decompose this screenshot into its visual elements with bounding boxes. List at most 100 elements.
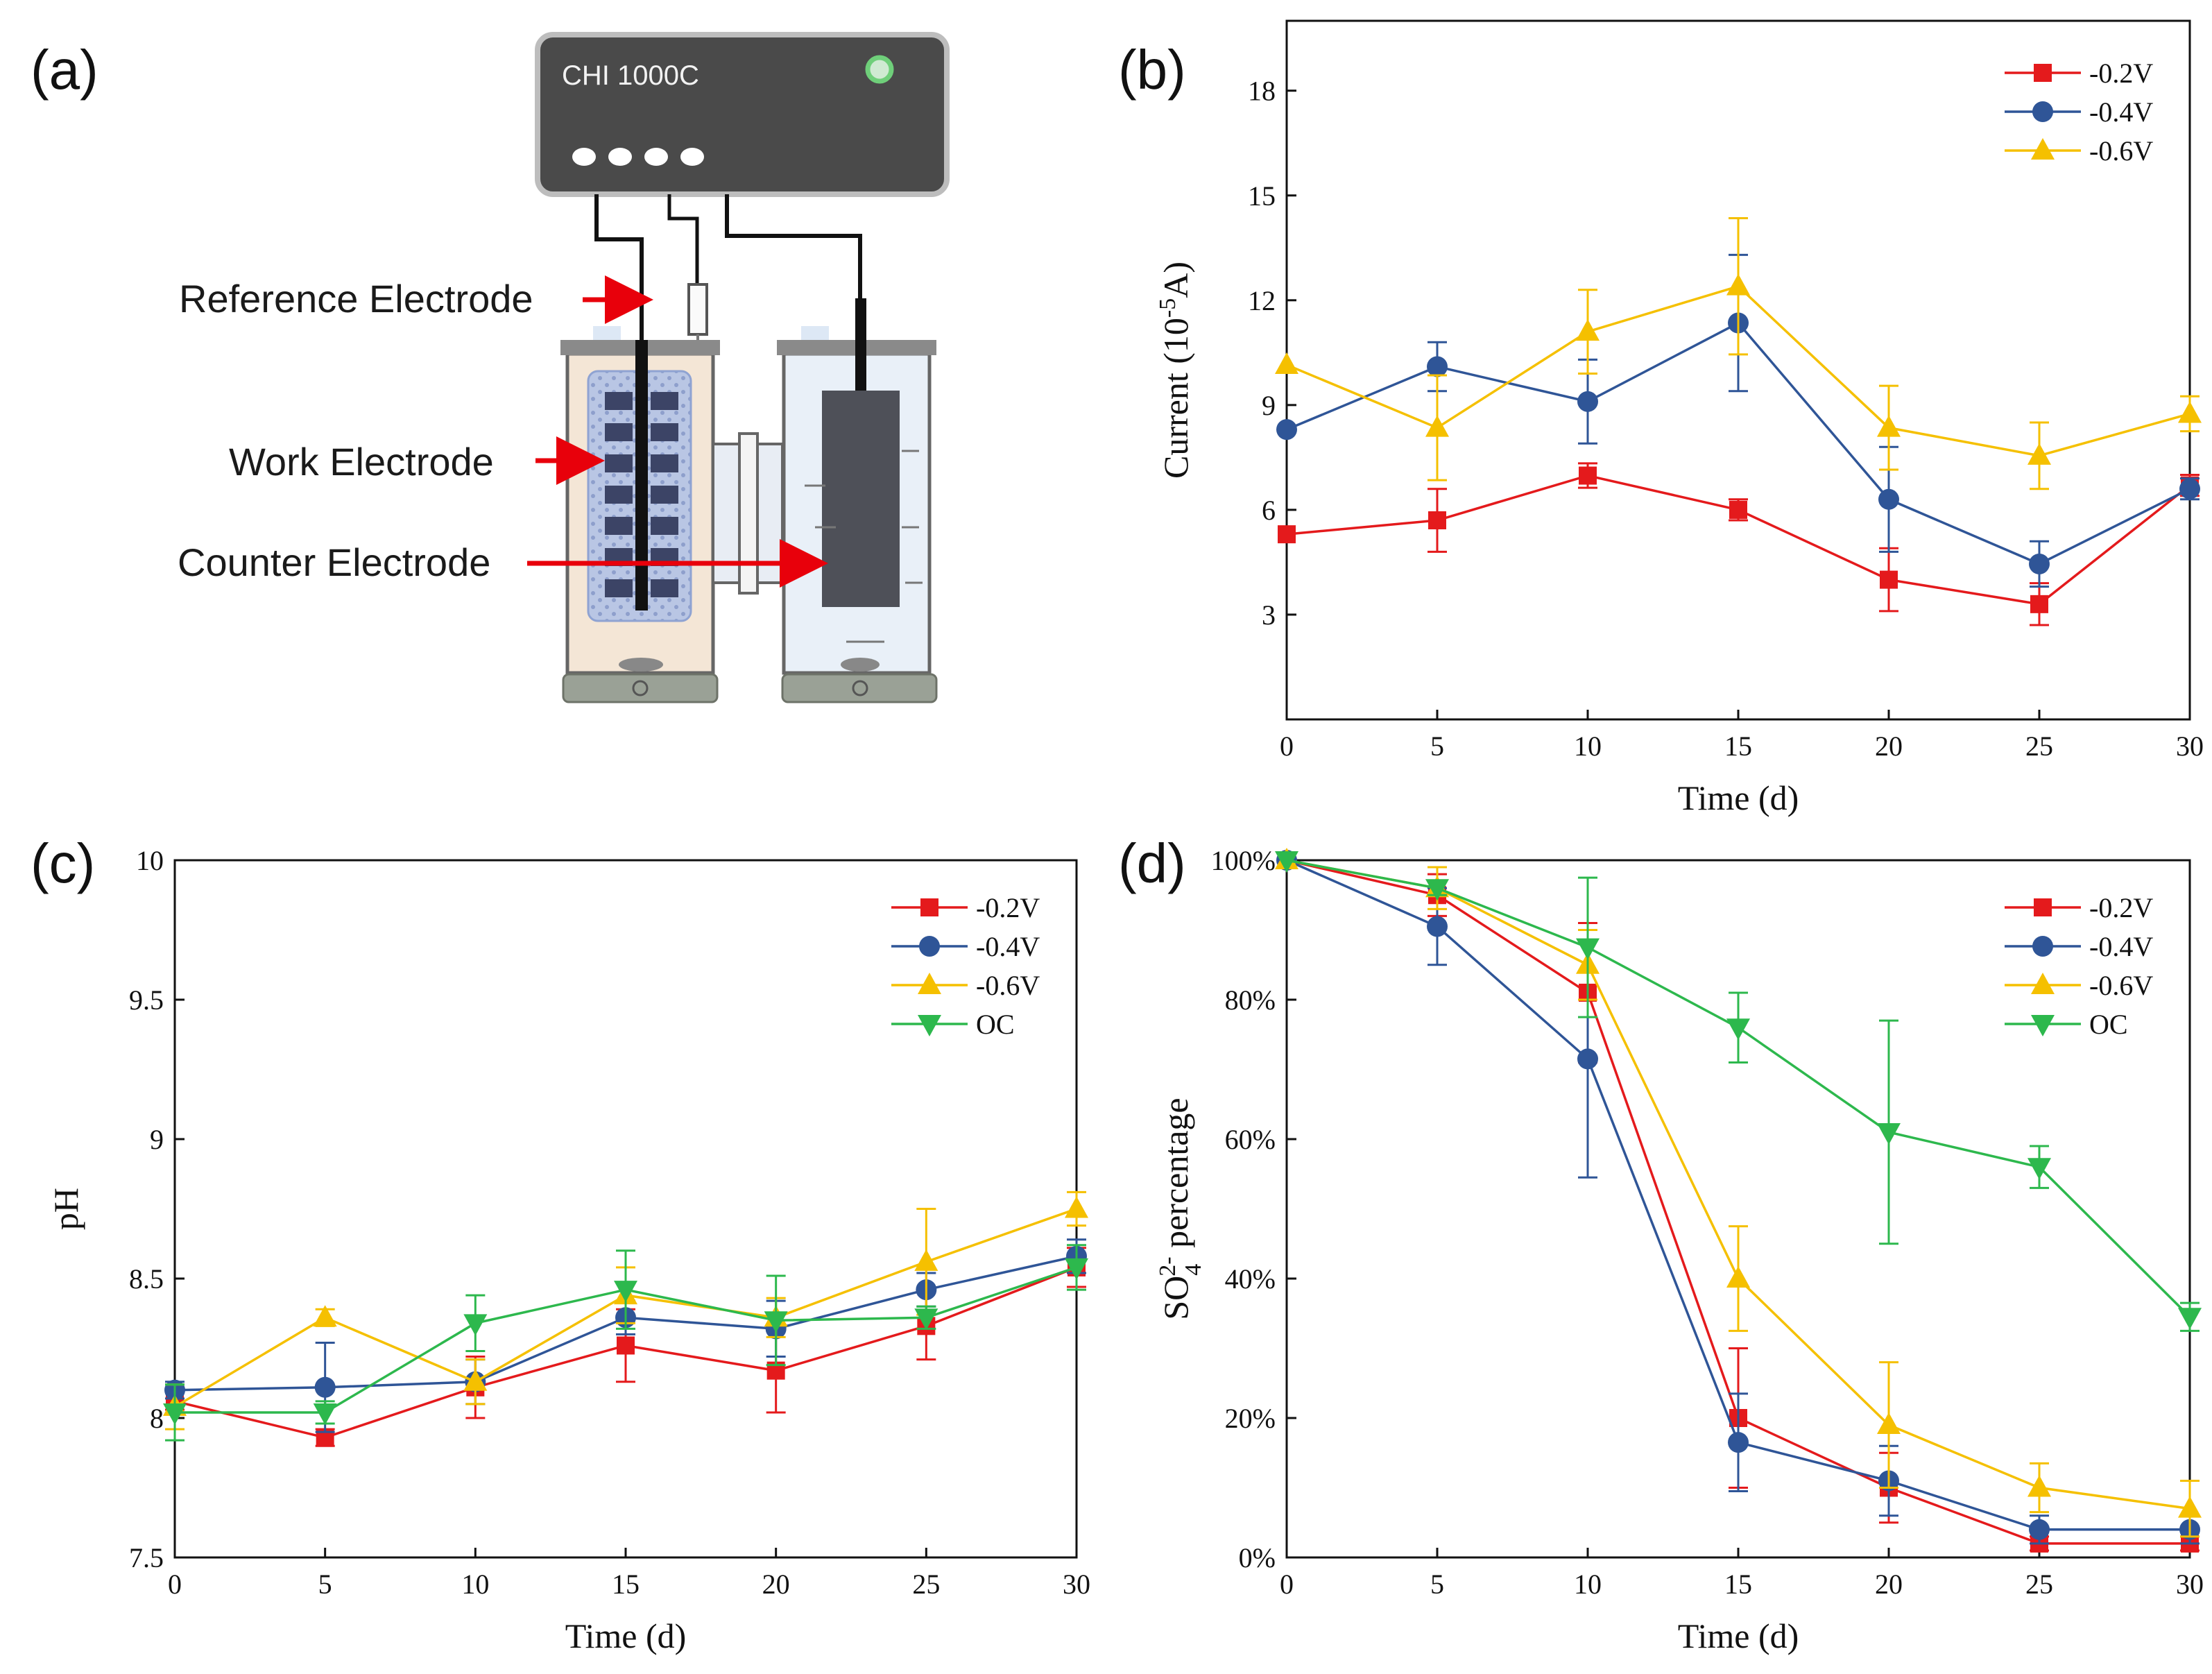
panel-label-a: (a)	[31, 39, 98, 101]
chart-b-x-tick-label: 20	[1875, 731, 1903, 762]
chart-b-data-point	[1577, 391, 1598, 412]
chart-c-data-point	[313, 1403, 337, 1425]
chart-d-data-point	[1576, 938, 1600, 960]
chart-d-x-tick-label: 25	[2025, 1569, 2053, 1600]
chart-c-legend-marker	[918, 1015, 941, 1036]
cable-counter	[725, 194, 862, 298]
chart-c-y-tick-label: 9.5	[129, 984, 164, 1016]
chart-c-series-OC	[163, 1244, 1088, 1442]
chart-b-legend-label: -0.2V	[2089, 58, 2153, 89]
chart-c-x-tick-label: 20	[762, 1569, 790, 1600]
chart-c-x-tick-label: 15	[612, 1569, 640, 1600]
chart-b-data-point	[2030, 595, 2048, 613]
chart-c-data-point	[1065, 1196, 1088, 1218]
chart-d-legend-label: -0.2V	[2089, 892, 2153, 923]
cell-diagram: CHI 1000C	[178, 32, 950, 703]
chart-d-y-tick-label: 20%	[1225, 1403, 1276, 1434]
chart-b-legend-label: -0.4V	[2089, 96, 2153, 128]
chart-b-data-point	[1276, 419, 1297, 441]
chart-b-legend-marker	[2034, 64, 2052, 82]
chart-c-x-tick-label: 0	[168, 1569, 182, 1600]
chart-b-y-tick-label: 12	[1248, 285, 1276, 316]
chart-c-y-tick-label: 9	[150, 1124, 164, 1155]
chart-c-data-point	[314, 1376, 336, 1398]
chart-b-x-tick-label: 15	[1724, 731, 1752, 762]
chart-d-x-axis-label: Time (d)	[1678, 1616, 1799, 1655]
chart-b-y-axis-label: Current (10-5A)	[1155, 262, 1196, 479]
chart-b-y-tick-label: 9	[1262, 390, 1276, 421]
chart-d-data-point	[1877, 1412, 1901, 1435]
device-label: CHI 1000C	[562, 60, 699, 91]
chart-b-data-point	[2179, 478, 2200, 499]
chart-b-data-point	[1275, 352, 1298, 374]
chart-d-y-tick-label: 0%	[1239, 1542, 1276, 1573]
work-electrode-label: Work Electrode	[229, 440, 494, 484]
chart-b-y-tick-label: 18	[1248, 76, 1276, 107]
power-indicator-icon	[865, 55, 894, 84]
chart-c-x-tick-label: 10	[461, 1569, 489, 1600]
chart-b-data-point	[1880, 570, 1898, 589]
chart-b-legend-marker	[2031, 138, 2055, 160]
chart-c-legend-marker	[918, 973, 941, 994]
chart-b-data-point	[2029, 553, 2050, 574]
chart-c-data-point	[463, 1314, 488, 1336]
chart-d-y-tick-label: 80%	[1225, 984, 1276, 1016]
chart-b-data-point	[1729, 500, 1747, 519]
chart-d-data-point	[1425, 879, 1449, 901]
chart-d-series-OC	[1275, 851, 2202, 1332]
reference-electrode-label: Reference Electrode	[179, 277, 533, 321]
chart-b-series--0.2V	[1278, 462, 2200, 626]
chart-b-data-point	[2027, 443, 2051, 465]
chart-b-data-point	[1877, 415, 1901, 437]
chart-c-data-point	[614, 1281, 637, 1303]
chart-d-legend-marker	[2031, 973, 2055, 994]
panel-label-c: (c)	[31, 832, 95, 894]
device-ports	[572, 148, 704, 166]
chart-c-data-point	[463, 1369, 488, 1391]
sulfate-chart: 0 5 10 15 20 25 30 0% 20% 40% 60% 80% 100% Time (d) SO…	[1155, 845, 2204, 1655]
chart-c-y-axis-label: pH	[46, 1188, 85, 1230]
chart-b-data-point	[1579, 466, 1597, 485]
chart-c-data-point	[764, 1311, 788, 1333]
chart-c-data-point	[1065, 1258, 1088, 1280]
chart-d-data-point	[1577, 1048, 1598, 1070]
chart-d-y-tick-label: 60%	[1225, 1124, 1276, 1155]
chart-b-x-tick-label: 10	[1574, 731, 1602, 762]
chart-d-data-point	[2029, 1519, 2050, 1540]
potentiostat-device	[535, 32, 950, 197]
counter-electrode-label: Counter Electrode	[178, 540, 490, 584]
chart-d-data-point	[1427, 916, 1448, 937]
chart-c-y-tick-label: 10	[136, 845, 164, 876]
chart-c-data-point	[617, 1336, 635, 1355]
chart-c-legend-label: -0.4V	[976, 931, 1040, 962]
chart-b-y-tick-label: 15	[1248, 180, 1276, 212]
chart-d-legend-marker	[2031, 1015, 2055, 1036]
chart-d-x-tick-label: 0	[1280, 1569, 1294, 1600]
chart-b-x-axis-label: Time (d)	[1678, 778, 1799, 817]
chart-b-data-point	[1878, 488, 1899, 510]
chart-c-data-point	[313, 1305, 337, 1327]
reference-probe	[687, 283, 708, 336]
chart-b-legend-marker	[2032, 101, 2053, 122]
chart-b-x-tick-label: 30	[2176, 731, 2204, 762]
current-chart: 0 5 10 15 20 25 30 3 6 9 12 15 18 Time (d) Current (10…	[1155, 19, 2204, 817]
chart-d-legend-label: OC	[2089, 1009, 2128, 1040]
chart-c-y-tick-label: 7.5	[129, 1542, 164, 1573]
chart-d-x-tick-label: 30	[2176, 1569, 2204, 1600]
chart-c-x-tick-label: 30	[1063, 1569, 1090, 1600]
chart-c-x-tick-label: 25	[912, 1569, 940, 1600]
cable-reference	[667, 194, 699, 284]
chart-c-x-tick-label: 5	[318, 1569, 332, 1600]
chart-c-data-point	[163, 1403, 187, 1425]
left-base	[562, 673, 719, 703]
chart-b-data-point	[1425, 415, 1449, 437]
chart-d-data-point	[2027, 1475, 2051, 1497]
chart-d-legend-marker	[2034, 898, 2052, 916]
chart-d-x-tick-label: 10	[1574, 1569, 1602, 1600]
chart-d-y-tick-label: 40%	[1225, 1263, 1276, 1295]
chart-d-data-point	[2027, 1158, 2051, 1180]
chart-d-y-tick-label: 100%	[1211, 845, 1276, 876]
chart-b-y-tick-label: 6	[1262, 495, 1276, 526]
chart-c-legend-label: -0.6V	[976, 970, 1040, 1001]
